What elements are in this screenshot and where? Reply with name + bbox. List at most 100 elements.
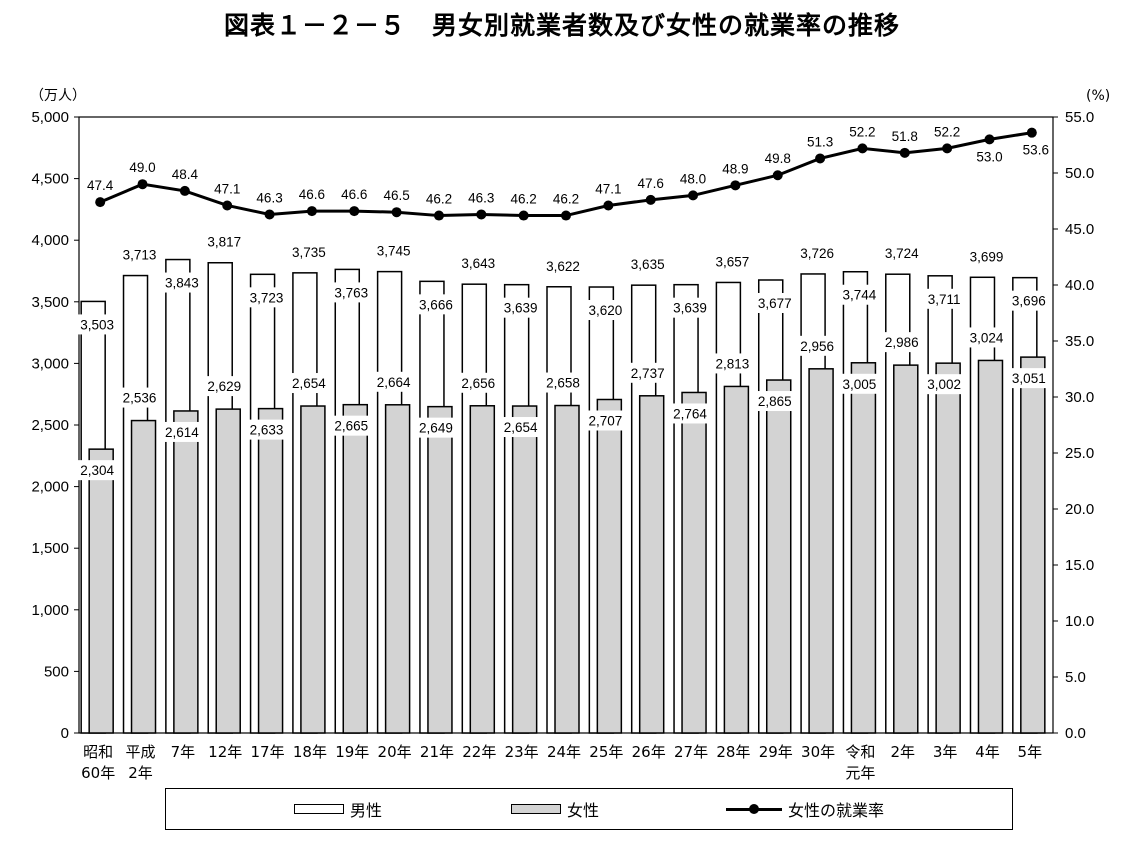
- left-tick-label: 3,000: [31, 355, 69, 372]
- bar-female: [681, 391, 707, 734]
- left-tick-label: 4,000: [31, 232, 69, 249]
- x-category-label: 4年: [975, 743, 1000, 761]
- data-label-rate: 48.4: [172, 167, 199, 182]
- data-label-male: 3,657: [715, 254, 749, 269]
- data-label-male: 3,666: [419, 297, 453, 312]
- data-label-male-bg: [922, 288, 967, 309]
- marker-female-rate: [179, 185, 190, 196]
- data-label-female-bg: [922, 374, 967, 395]
- marker-female-rate: [476, 209, 487, 220]
- data-label-female: 2,654: [504, 420, 538, 435]
- left-tick-label: 4,500: [31, 171, 69, 188]
- data-label-female-bg: [583, 410, 628, 431]
- data-label-female: 2,865: [758, 394, 792, 409]
- data-label-rate: 52.2: [934, 124, 960, 139]
- legend-label-female: 女性: [567, 801, 600, 820]
- data-label-male: 3,677: [758, 296, 792, 311]
- data-label-male: 3,724: [885, 246, 919, 261]
- x-category-label: 7年: [171, 743, 196, 761]
- bar-female: [850, 362, 877, 734]
- right-tick-label: 25.0: [1065, 445, 1094, 462]
- bar-female: [257, 407, 284, 734]
- bar-female: [808, 368, 834, 734]
- data-label-male-bg: [625, 254, 670, 275]
- data-label-male-bg: [371, 240, 416, 261]
- data-label-male: 3,711: [928, 292, 961, 307]
- data-label-male-bg: [710, 251, 755, 272]
- data-label-male: 3,726: [800, 246, 834, 261]
- x-category-label: 26年: [632, 743, 666, 761]
- left-axis-unit: （万人）: [30, 88, 86, 104]
- right-tick-label: 30.0: [1065, 389, 1094, 406]
- left-tick-label: 3,500: [31, 294, 69, 311]
- bar-female: [173, 410, 199, 734]
- chart-title: 図表１－２－５ 男女別就業者数及び女性の就業率の推移: [223, 11, 900, 40]
- x-category-label: 元年: [845, 764, 875, 782]
- data-label-male: 3,744: [843, 288, 877, 303]
- data-label-female: 2,813: [715, 356, 749, 371]
- right-axis-unit: (%): [1086, 88, 1110, 104]
- data-label-rate: 49.0: [129, 160, 155, 175]
- right-tick-label: 15.0: [1065, 557, 1094, 574]
- right-tick-label: 5.0: [1065, 669, 1086, 686]
- data-label-rate: 48.0: [680, 171, 706, 186]
- data-label-female: 2,614: [165, 425, 199, 440]
- data-label-female-bg: [329, 415, 374, 436]
- x-category-label: 28年: [716, 743, 750, 761]
- marker-female-rate: [857, 143, 868, 154]
- data-label-male-bg: [159, 272, 204, 293]
- legend-item-rate: 女性の就業率: [726, 798, 884, 820]
- data-label-female: 2,633: [250, 423, 284, 438]
- x-category-label: 24年: [547, 743, 581, 761]
- data-label-male-bg: [668, 297, 713, 318]
- data-label-male: 3,763: [334, 285, 368, 300]
- data-label-rate: 53.6: [1023, 143, 1049, 158]
- data-label-male-bg: [244, 287, 289, 308]
- marker-female-rate: [391, 207, 402, 218]
- data-label-female-bg: [286, 373, 331, 394]
- marker-female-rate: [603, 200, 614, 211]
- data-label-female: 2,658: [546, 376, 580, 391]
- marker-female-rate: [518, 210, 529, 221]
- right-tick-label: 10.0: [1065, 613, 1094, 630]
- data-label-female: 2,737: [631, 366, 665, 381]
- data-label-female-bg: [837, 373, 882, 394]
- bar-female: [935, 362, 961, 734]
- data-label-female-bg: [498, 417, 543, 438]
- data-label-female: 2,665: [334, 419, 368, 434]
- right-tick-label: 20.0: [1065, 501, 1094, 518]
- x-category-label: 17年: [251, 743, 285, 761]
- data-label-female-bg: [752, 391, 797, 412]
- marker-female-rate: [264, 209, 275, 220]
- data-label-male-bg: [1006, 290, 1051, 311]
- legend-label-rate: 女性の就業率: [788, 801, 885, 820]
- data-label-male: 3,620: [588, 303, 622, 318]
- x-category-label: 18年: [293, 743, 327, 761]
- legend: 男性 女性 女性の就業率: [165, 788, 1013, 830]
- data-label-male: 3,696: [1012, 294, 1046, 309]
- data-label-rate: 46.6: [299, 187, 325, 202]
- data-label-female: 2,629: [207, 379, 241, 394]
- data-label-female: 2,656: [461, 376, 495, 391]
- data-label-rate: 51.8: [892, 129, 918, 144]
- marker-female-rate: [561, 210, 571, 221]
- data-label-female-bg: [371, 371, 416, 392]
- data-label-male: 3,699: [970, 249, 1004, 264]
- x-category-label: 平成: [126, 743, 156, 761]
- data-label-female: 2,986: [885, 335, 919, 350]
- x-category-label: 30年: [801, 743, 835, 761]
- legend-swatch-male: [294, 804, 344, 814]
- data-label-female: 2,536: [123, 391, 157, 406]
- bar-female: [977, 359, 1004, 734]
- bar-female: [511, 405, 538, 734]
- data-label-female: 3,002: [927, 377, 961, 392]
- data-label-male-bg: [117, 244, 162, 265]
- marker-female-rate: [645, 194, 656, 205]
- data-label-female: 2,664: [377, 375, 411, 390]
- left-tick-label: 2,500: [31, 417, 69, 434]
- data-label-male-bg: [202, 231, 247, 252]
- marker-female-rate: [95, 197, 106, 208]
- data-label-rate: 47.6: [638, 176, 664, 191]
- x-category-label: 2年: [128, 764, 153, 782]
